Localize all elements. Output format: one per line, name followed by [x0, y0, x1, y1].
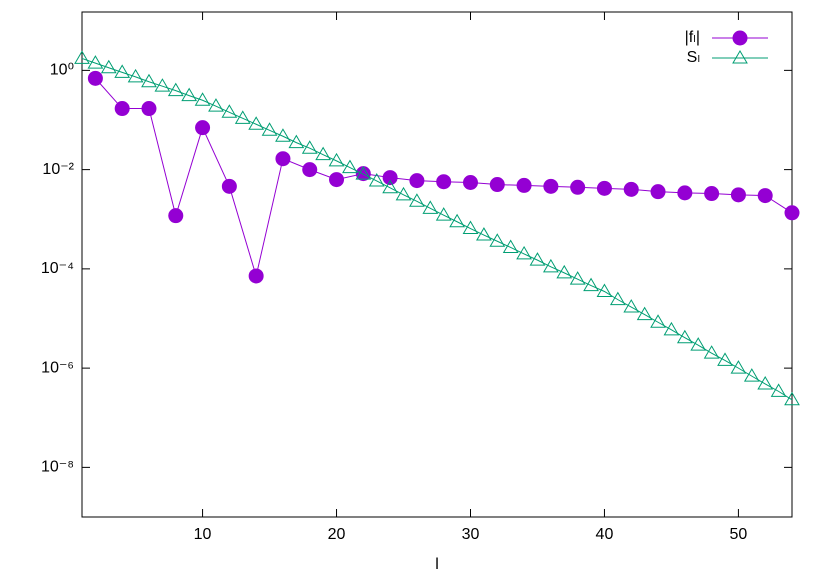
point: [623, 181, 639, 197]
y-tick-label: 10⁻⁶: [41, 359, 74, 376]
point: [315, 146, 332, 161]
point: [650, 314, 666, 328]
point: [663, 321, 680, 336]
legend-marker: [732, 30, 748, 46]
point: [623, 299, 640, 313]
point: [382, 170, 398, 186]
point: [141, 101, 157, 117]
point: [154, 78, 171, 92]
point: [516, 177, 532, 193]
point: [114, 101, 130, 117]
point: [596, 180, 612, 196]
point: [382, 179, 398, 194]
point: [74, 50, 90, 64]
series-line: [81, 57, 793, 401]
point: [275, 128, 291, 142]
point: [181, 87, 198, 102]
point: [87, 55, 104, 69]
point: [355, 166, 372, 180]
x-tick-label: 20: [328, 526, 346, 543]
point: [636, 306, 653, 321]
point: [422, 200, 439, 214]
point: [743, 368, 760, 382]
point: [784, 391, 800, 406]
point: [141, 73, 157, 88]
point: [462, 220, 479, 235]
point: [543, 178, 559, 194]
point: [194, 92, 211, 106]
point: [502, 239, 519, 253]
point: [301, 140, 318, 154]
point: [676, 329, 693, 344]
point: [302, 162, 318, 178]
point: [248, 116, 265, 130]
point: [556, 264, 573, 279]
point: [690, 337, 707, 351]
point: [275, 151, 291, 167]
point: [208, 98, 224, 112]
point: [100, 59, 117, 74]
point: [784, 205, 800, 221]
point: [328, 152, 345, 167]
point: [449, 213, 465, 228]
point: [127, 68, 144, 83]
point: [342, 159, 358, 174]
point: [195, 120, 211, 136]
legend-label: Sₗ: [687, 49, 700, 66]
point: [596, 283, 613, 297]
y-tick-label: 10⁻⁴: [41, 260, 74, 277]
point: [730, 360, 747, 374]
point: [221, 178, 237, 194]
point: [489, 177, 505, 193]
point: [529, 252, 546, 266]
point: [409, 193, 425, 207]
y-tick-label: 10⁻²: [42, 161, 74, 178]
point: [583, 277, 599, 292]
y-tick-label: 10⁰: [50, 62, 74, 79]
point: [248, 268, 264, 284]
point: [757, 188, 773, 204]
point: [717, 352, 733, 366]
point: [436, 174, 452, 190]
point: [168, 208, 184, 224]
point: [87, 70, 103, 86]
point: [770, 383, 787, 397]
point: [368, 172, 385, 187]
point: [677, 185, 693, 201]
point: [542, 258, 559, 273]
plot-frame: [81, 11, 793, 518]
point: [516, 245, 532, 260]
point: [757, 375, 774, 390]
point: [435, 207, 452, 221]
point: [261, 122, 278, 136]
point: [234, 110, 251, 124]
point: [221, 104, 238, 118]
point: [609, 291, 626, 306]
point: [462, 175, 478, 191]
point: [288, 134, 305, 149]
legend-marker: [732, 50, 748, 64]
point: [570, 179, 586, 195]
point: [114, 64, 131, 78]
x-axis-label: l: [435, 556, 439, 573]
point: [409, 173, 425, 189]
point: [395, 186, 412, 201]
point: [703, 345, 720, 359]
x-tick-label: 40: [596, 526, 614, 543]
x-tick-label: 30: [462, 526, 480, 543]
point: [476, 227, 492, 241]
point: [489, 233, 506, 247]
x-tick-label: 50: [730, 526, 748, 543]
y-tick-label: 10⁻⁸: [41, 459, 74, 476]
point: [730, 187, 746, 203]
point: [167, 82, 184, 97]
legend-label: |fₗ|: [685, 29, 700, 46]
point: [650, 184, 666, 200]
point: [329, 172, 345, 188]
point: [704, 186, 720, 202]
x-tick-label: 10: [194, 526, 212, 543]
point: [569, 271, 586, 285]
